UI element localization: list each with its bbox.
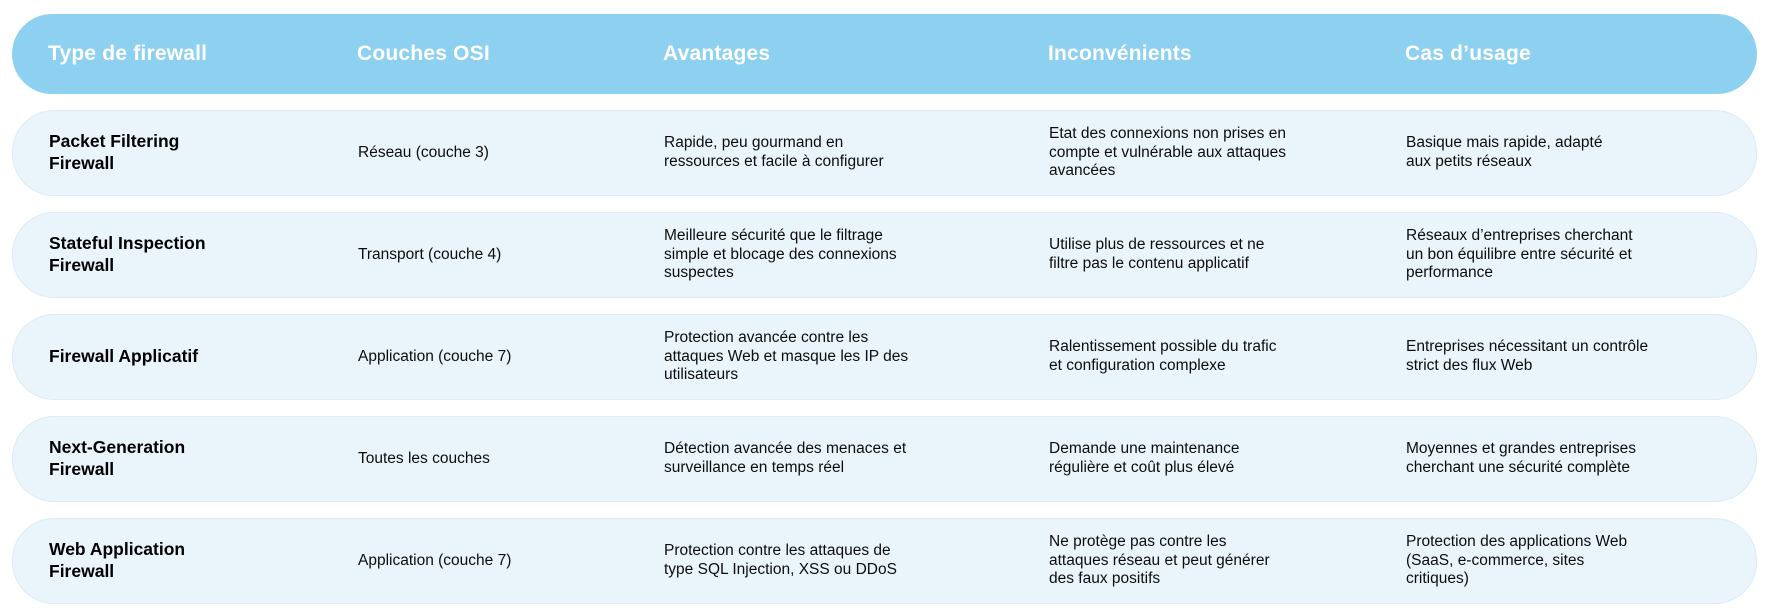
cell-firewall-type: Packet Filtering Firewall	[49, 131, 180, 173]
cell-advantages: Rapide, peu gourmand en ressources et fa…	[664, 134, 884, 170]
cell-use-case: Basique mais rapide, adapté aux petits r…	[1406, 134, 1603, 170]
cell-use-case: Moyennes et grandes entreprises cherchan…	[1406, 440, 1637, 476]
column-header-advantages: Avantages	[663, 42, 771, 65]
cell-osi-layer: Application (couche 7)	[358, 551, 512, 569]
cell-advantages: Protection avancée contre les attaques W…	[664, 328, 909, 384]
cell-osi-layer: Réseau (couche 3)	[358, 143, 489, 161]
table-row: Next-Generation Firewall Toutes les couc…	[12, 416, 1757, 502]
cell-advantages: Meilleure sécurité que le filtrage simpl…	[664, 226, 897, 282]
cell-use-case: Entreprises nécessitant un contrôle stri…	[1406, 338, 1649, 374]
column-header-use-case: Cas d’usage	[1405, 42, 1531, 65]
table-row: Web Application Firewall Application (co…	[12, 518, 1757, 604]
table-row: Firewall Applicatif Application (couche …	[12, 314, 1757, 400]
column-header-disadvantages: Inconvénients	[1048, 42, 1192, 65]
cell-osi-layer: Transport (couche 4)	[358, 245, 502, 263]
cell-disadvantages: Demande une maintenance régulière et coû…	[1049, 440, 1240, 476]
cell-disadvantages: Ne protège pas contre les attaques résea…	[1049, 532, 1270, 588]
cell-advantages: Détection avancée des menaces et surveil…	[664, 440, 907, 476]
cell-use-case: Réseaux d’entreprises cherchant un bon é…	[1406, 226, 1633, 282]
column-header-type: Type de firewall	[48, 42, 208, 65]
table-header-row: Type de firewall Couches OSI Avantages I…	[12, 14, 1757, 94]
cell-firewall-type: Firewall Applicatif	[49, 346, 199, 367]
cell-disadvantages: Ralentissement possible du trafic et con…	[1049, 338, 1277, 374]
table-row: Packet Filtering Firewall Réseau (couche…	[12, 110, 1757, 196]
column-header-osi-layers: Couches OSI	[357, 42, 490, 65]
cell-disadvantages: Etat des connexions non prises en compte…	[1049, 124, 1286, 180]
cell-osi-layer: Toutes les couches	[358, 449, 490, 467]
cell-firewall-type: Next-Generation Firewall	[49, 437, 186, 479]
cell-firewall-type: Web Application Firewall	[49, 539, 186, 581]
cell-osi-layer: Application (couche 7)	[358, 347, 512, 365]
cell-advantages: Protection contre les attaques de type S…	[664, 542, 897, 578]
table-row: Stateful Inspection Firewall Transport (…	[12, 212, 1757, 298]
cell-use-case: Protection des applications Web (SaaS, e…	[1406, 532, 1628, 588]
cell-firewall-type: Stateful Inspection Firewall	[49, 233, 206, 275]
cell-disadvantages: Utilise plus de ressources et ne filtre …	[1049, 236, 1265, 272]
